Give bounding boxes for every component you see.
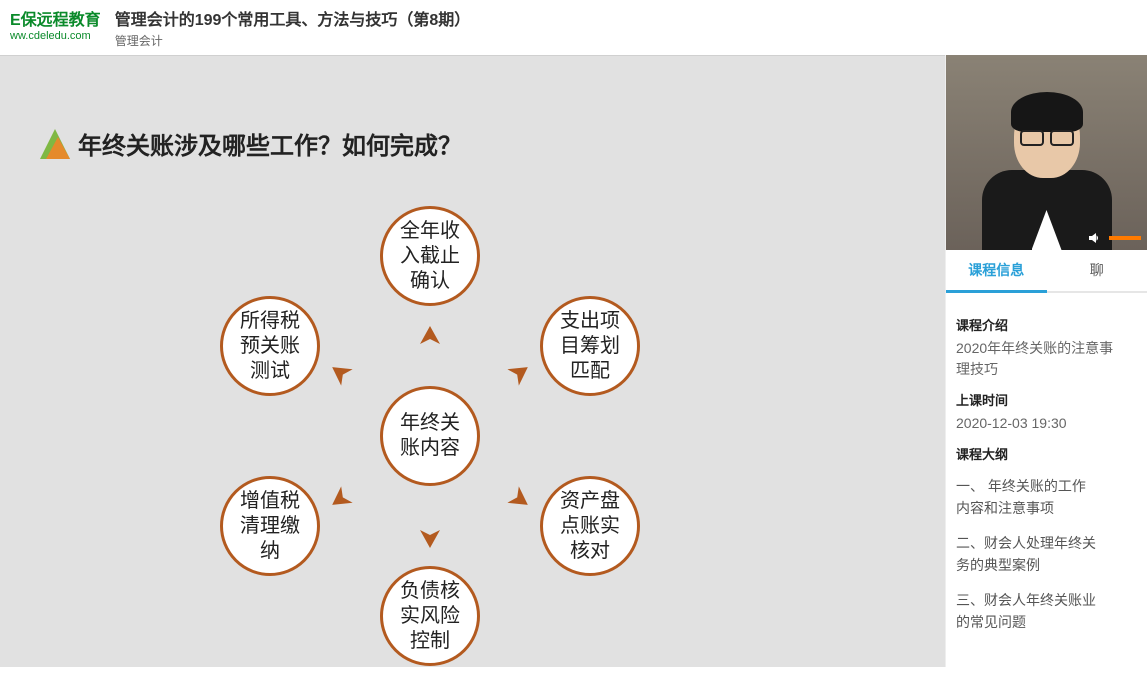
slide-title-decor-icon bbox=[40, 129, 70, 159]
course-category: 管理会计 bbox=[115, 32, 471, 49]
diagram-node-upper-right: 支出项目筹划匹配 bbox=[540, 296, 640, 396]
arrow-icon bbox=[325, 481, 358, 514]
outline-item: 三、财会人年终关账业的常见问题 bbox=[956, 589, 1137, 634]
course-info: 课程介绍 2020年年终关账的注意事理技巧 上课时间 2020-12-03 19… bbox=[946, 293, 1147, 645]
diagram-node-bottom: 负债核实风险控制 bbox=[380, 566, 480, 666]
diagram-node-top: 全年收入截止确认 bbox=[380, 206, 480, 306]
diagram-center-node: 年终关账内容 bbox=[380, 386, 480, 486]
outline-label: 课程大纲 bbox=[956, 444, 1137, 463]
intro-label: 课程介绍 bbox=[956, 315, 1137, 334]
slide-title: 年终关账涉及哪些工作？如何完成？ bbox=[78, 126, 462, 161]
outline-item: 一、 年终关账的工作 内容和注意事项 bbox=[956, 475, 1137, 520]
video-progress-bar[interactable] bbox=[1109, 236, 1141, 240]
closing-diagram: 年终关账内容 全年收入截止确认 支出项目筹划匹配 资产盘点账实核对 负债核实风险… bbox=[170, 176, 690, 696]
volume-icon[interactable] bbox=[1087, 230, 1103, 246]
time-label: 上课时间 bbox=[956, 390, 1137, 409]
arrow-icon bbox=[501, 357, 534, 390]
intro-value: 2020年年终关账的注意事理技巧 bbox=[956, 338, 1137, 380]
slide-area: 年终关账涉及哪些工作？如何完成？ 年终关账内容 全年收入截止确认 支出项目筹划匹… bbox=[0, 55, 945, 667]
outline-item: 二、财会人处理年终关务的典型案例 bbox=[956, 532, 1137, 577]
course-title-block: 管理会计的199个常用工具、方法与技巧（第8期） 管理会计 bbox=[115, 6, 471, 49]
tab-chat[interactable]: 聊 bbox=[1047, 250, 1147, 291]
diagram-node-upper-left: 所得税预关账测试 bbox=[220, 296, 320, 396]
brand-url: ww.cdeledu.com bbox=[10, 30, 101, 42]
brand-logo[interactable]: E保远程教育 ww.cdeledu.com bbox=[10, 6, 101, 42]
arrow-icon bbox=[418, 524, 442, 548]
brand-name: E保远程教育 bbox=[10, 6, 101, 30]
arrow-icon bbox=[325, 357, 358, 390]
tab-course-info[interactable]: 课程信息 bbox=[946, 250, 1047, 293]
presenter-video[interactable] bbox=[946, 55, 1147, 250]
presenter-placeholder bbox=[946, 55, 1147, 250]
time-value: 2020-12-03 19:30 bbox=[956, 413, 1137, 434]
arrow-icon bbox=[418, 326, 442, 350]
diagram-node-left: 增值税清理缴纳 bbox=[220, 476, 320, 576]
arrow-icon bbox=[501, 481, 534, 514]
course-title: 管理会计的199个常用工具、方法与技巧（第8期） bbox=[115, 6, 471, 30]
side-panel: 课程信息 聊 课程介绍 2020年年终关账的注意事理技巧 上课时间 2020-1… bbox=[945, 55, 1147, 667]
panel-tabs: 课程信息 聊 bbox=[946, 250, 1147, 293]
diagram-node-right: 资产盘点账实核对 bbox=[540, 476, 640, 576]
page-header: E保远程教育 ww.cdeledu.com 管理会计的199个常用工具、方法与技… bbox=[0, 0, 1147, 55]
